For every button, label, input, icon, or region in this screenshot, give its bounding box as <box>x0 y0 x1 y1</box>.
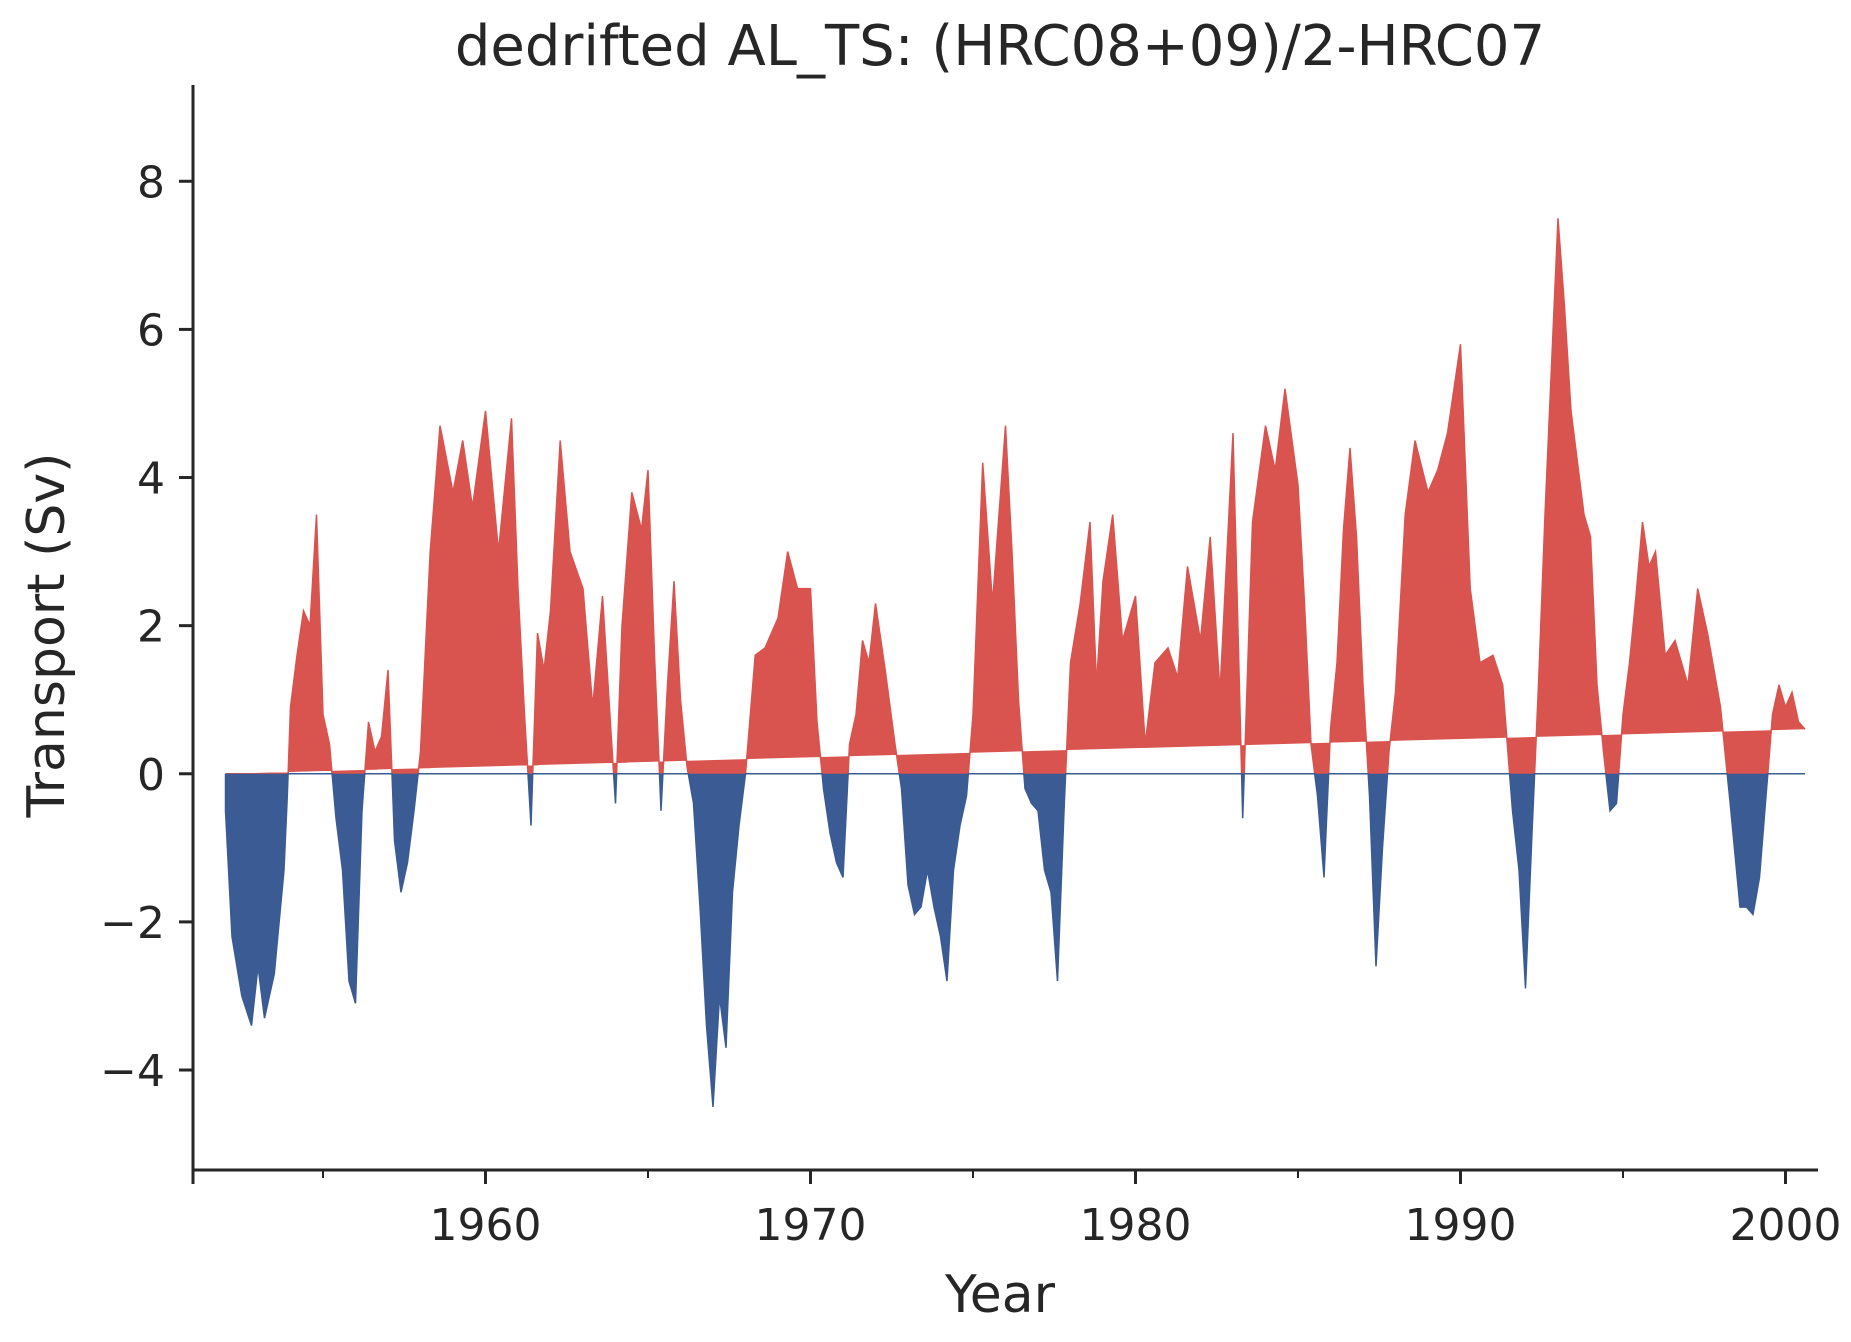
y-axis: −4 −2 0 2 4 6 8 <box>100 157 193 1097</box>
axes-spines <box>191 85 1818 1172</box>
negative-area <box>224 773 1805 1108</box>
x-tick-label: 1980 <box>1080 1200 1192 1251</box>
y-axis-label: Transport (Sv) <box>17 453 77 819</box>
y-tick-label: −4 <box>100 1046 165 1097</box>
x-tick-label: 1970 <box>755 1200 867 1251</box>
x-axis: 1960 1970 1980 1990 2000 <box>191 1170 1842 1251</box>
y-tick-label: 8 <box>137 157 165 208</box>
y-tick-label: 4 <box>137 454 165 505</box>
x-tick-label: 1990 <box>1405 1200 1517 1251</box>
x-axis-label: Year <box>944 1265 1056 1325</box>
y-tick-label: 2 <box>137 602 165 653</box>
x-tick-label: 1960 <box>430 1200 542 1251</box>
x-tick-label: 2000 <box>1730 1200 1842 1251</box>
y-tick-label: −2 <box>100 898 165 949</box>
y-tick-label: 6 <box>137 305 165 356</box>
positive-area <box>225 218 1806 775</box>
chart-title: dedrifted AL_TS: (HRC08+09)/2-HRC07 <box>455 14 1545 79</box>
y-tick-label: 0 <box>137 750 165 801</box>
plot-area <box>224 218 1806 1108</box>
